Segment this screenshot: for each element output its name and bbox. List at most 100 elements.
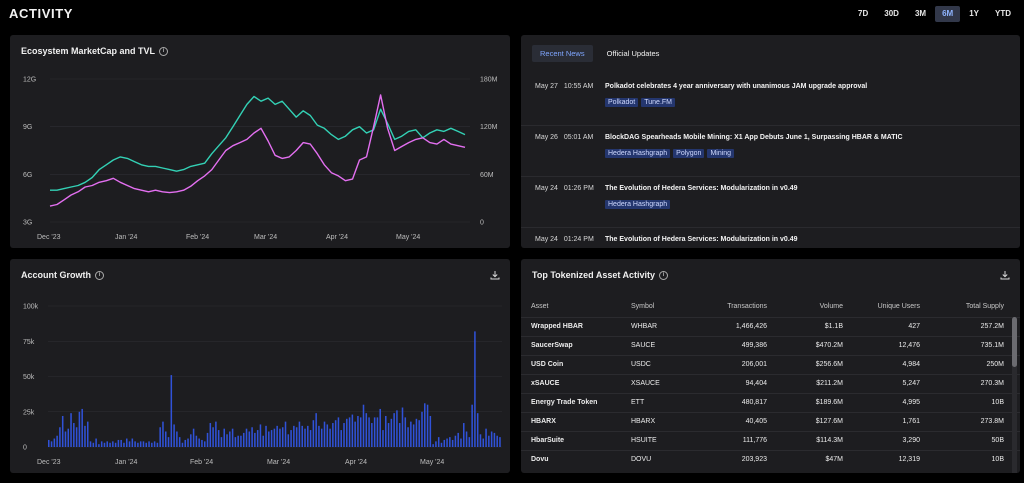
bar[interactable]	[78, 411, 81, 447]
column-header-volume[interactable]: Volume	[819, 303, 843, 310]
bar[interactable]	[254, 432, 256, 447]
download-icon[interactable]	[1000, 270, 1010, 280]
bar[interactable]	[476, 413, 479, 447]
bar[interactable]	[270, 430, 273, 447]
bar[interactable]	[279, 428, 281, 447]
bar[interactable]	[265, 425, 267, 447]
bar[interactable]	[474, 331, 476, 447]
bar[interactable]	[385, 415, 387, 447]
bar[interactable]	[421, 411, 423, 447]
bar[interactable]	[334, 420, 337, 447]
bar[interactable]	[465, 431, 468, 447]
bar[interactable]	[396, 410, 398, 447]
bar[interactable]	[181, 442, 184, 447]
bar[interactable]	[139, 441, 142, 447]
bar[interactable]	[432, 444, 434, 447]
info-icon[interactable]: i	[659, 270, 669, 280]
bar[interactable]	[390, 418, 393, 447]
news-title[interactable]: The Evolution of Hedera Services: Modula…	[605, 236, 798, 243]
bar[interactable]	[323, 421, 326, 447]
bar[interactable]	[256, 430, 259, 447]
bar[interactable]	[248, 431, 251, 447]
range-1y-button[interactable]: 1Y	[969, 9, 979, 18]
bar[interactable]	[276, 425, 278, 447]
table-row[interactable]: Energy Trade Token ETT 480,817 $189.6M 4,995…	[521, 393, 1020, 412]
bar[interactable]	[170, 375, 173, 447]
bar[interactable]	[98, 444, 100, 447]
bar[interactable]	[443, 439, 446, 447]
bar[interactable]	[371, 423, 373, 447]
bar[interactable]	[114, 442, 117, 447]
bar[interactable]	[61, 415, 64, 447]
bar[interactable]	[153, 441, 156, 447]
bar[interactable]	[164, 431, 167, 447]
bar[interactable]	[123, 442, 125, 447]
bar[interactable]	[354, 421, 356, 447]
bar[interactable]	[379, 408, 381, 447]
bar[interactable]	[287, 434, 290, 447]
bar[interactable]	[499, 437, 501, 447]
bar[interactable]	[206, 432, 209, 447]
bar[interactable]	[50, 441, 53, 447]
news-item[interactable]: May 26 05:01 AM BlockDAG Spearheads Mobi…	[521, 126, 1020, 177]
bar[interactable]	[134, 441, 136, 447]
bar[interactable]	[145, 442, 148, 447]
download-icon[interactable]	[490, 270, 500, 280]
bar[interactable]	[273, 428, 276, 447]
bar[interactable]	[95, 438, 97, 447]
bar[interactable]	[376, 417, 379, 447]
bar[interactable]	[195, 435, 198, 447]
bar[interactable]	[226, 434, 228, 447]
bar[interactable]	[382, 430, 384, 447]
column-header-unique-users[interactable]: Unique Users	[877, 303, 920, 310]
bar[interactable]	[162, 421, 164, 447]
bar[interactable]	[53, 438, 56, 447]
bar[interactable]	[418, 420, 420, 447]
bar[interactable]	[343, 423, 345, 447]
bar[interactable]	[201, 439, 203, 447]
bar[interactable]	[268, 431, 270, 447]
info-icon[interactable]: i	[95, 270, 104, 280]
bar[interactable]	[298, 421, 301, 447]
bar[interactable]	[281, 427, 284, 447]
scrollbar-track[interactable]	[1012, 317, 1017, 473]
bar[interactable]	[240, 435, 242, 447]
bar[interactable]	[393, 413, 395, 447]
bar[interactable]	[106, 441, 109, 447]
bar[interactable]	[73, 423, 75, 447]
news-tag[interactable]: Hedera Hashgraph	[605, 149, 671, 158]
bar[interactable]	[237, 435, 239, 447]
bar[interactable]	[368, 417, 370, 447]
bar[interactable]	[429, 415, 432, 447]
bar[interactable]	[59, 427, 61, 447]
bar[interactable]	[117, 439, 120, 447]
bar[interactable]	[401, 407, 404, 447]
bar[interactable]	[468, 437, 471, 447]
bar[interactable]	[103, 442, 106, 447]
bar[interactable]	[295, 427, 298, 447]
bar[interactable]	[309, 430, 312, 447]
bar[interactable]	[176, 431, 178, 447]
news-title[interactable]: Polkadot celebrates 4 year anniversary w…	[605, 83, 868, 90]
tab-official-updates[interactable]: Official Updates	[606, 49, 660, 58]
bar[interactable]	[262, 435, 264, 447]
bar[interactable]	[212, 427, 214, 447]
table-row[interactable]: HbarSuite HSUITE 111,776 $114.3M 3,290 50B	[521, 431, 1020, 450]
bar[interactable]	[100, 441, 103, 447]
bar[interactable]	[304, 428, 306, 447]
column-header-transactions[interactable]: Transactions	[727, 303, 767, 310]
news-item[interactable]: May 27 10:55 AM Polkadot celebrates 4 ye…	[521, 75, 1020, 126]
bar[interactable]	[320, 428, 323, 447]
bar[interactable]	[482, 438, 485, 447]
news-title[interactable]: The Evolution of Hedera Services: Modula…	[605, 185, 798, 192]
bar[interactable]	[67, 428, 70, 447]
bar[interactable]	[220, 437, 223, 447]
bar[interactable]	[178, 437, 181, 447]
bar[interactable]	[148, 441, 150, 447]
bar[interactable]	[357, 415, 359, 447]
news-title[interactable]: BlockDAG Spearheads Mobile Mining: X1 Ap…	[605, 134, 903, 141]
bar[interactable]	[86, 421, 89, 447]
range-3m-button[interactable]: 3M	[914, 9, 927, 18]
bar[interactable]	[488, 435, 490, 447]
bar[interactable]	[259, 424, 262, 447]
